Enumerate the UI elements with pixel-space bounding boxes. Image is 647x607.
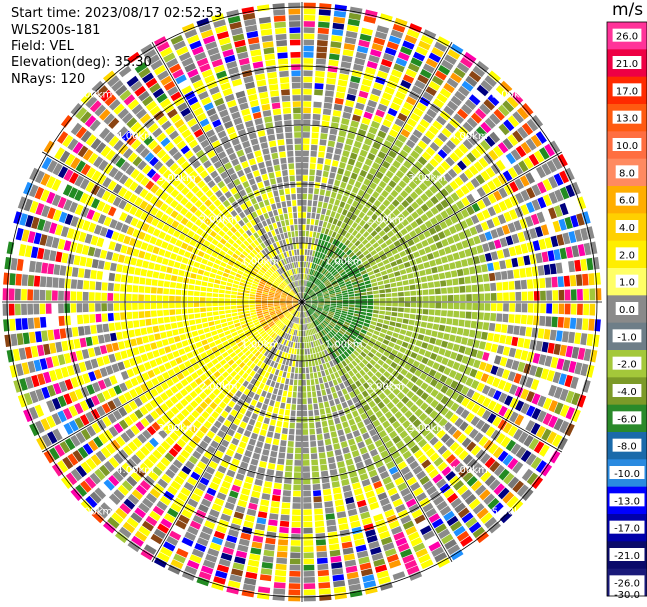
range-ring-label: 4.00km — [450, 465, 488, 476]
colorbar-tick-box — [612, 138, 642, 151]
range-ring-label: 3.00km — [408, 173, 446, 184]
azimuth-line — [301, 151, 563, 303]
range-ring-label: 4.00km — [450, 131, 488, 142]
range-ring-label: 4.00km — [116, 465, 154, 476]
colorbar-unit: m/s — [612, 0, 644, 20]
colorbar: 26.0 21.0 17.0 13.0 10.0 8.0 6.0 4.0 2.0 1.0 0.0 -1… — [606, 21, 647, 601]
velocity-bins — [9, 4, 601, 600]
range-ring-label: 1.00km — [325, 340, 363, 351]
range-ring-label: 1.00km — [325, 256, 363, 267]
azimuth-lines — [2, 2, 602, 602]
colorbar-tick-box — [612, 329, 642, 343]
colorbar-tick-label: 21.0 — [616, 59, 638, 70]
azimuth-line — [301, 301, 563, 453]
colorbar-tick-label: 6.0 — [619, 196, 635, 207]
colorbar-tick-box — [615, 220, 639, 233]
colorbar-tick-label: -6.0 — [617, 414, 637, 425]
colorbar-tick-label: -13.0 — [614, 496, 640, 507]
colorbar-tick-label: -1.0 — [617, 332, 637, 343]
range-ring-label: 1.00km — [241, 256, 279, 267]
range-ring-label: 3.00km — [158, 173, 196, 184]
colorbar-tick-label: -10.0 — [614, 469, 640, 480]
range-ring-label: 2.00km — [200, 215, 238, 226]
range-ring-label: 2.00km — [366, 381, 404, 392]
colorbar-tick-box — [609, 548, 645, 561]
azimuth-line — [301, 301, 453, 563]
colorbar-tick-box — [615, 302, 639, 315]
colorbar-tick-box — [612, 56, 642, 69]
instrument-label: WLS200s-181 — [11, 23, 101, 38]
colorbar-tick-box — [609, 587, 645, 600]
colorbar-tick-box — [612, 356, 642, 370]
colorbar-tick-box — [612, 83, 642, 97]
colorbar-tick-box — [615, 247, 639, 261]
start-time-label: Start time: 2023/08/17 02:52:53 — [11, 6, 223, 21]
range-ring-label: 3.00km — [408, 423, 446, 434]
colorbar-tick-label: -4.0 — [617, 387, 637, 398]
range-ring-label: 2.00km — [366, 215, 404, 226]
range-ring-label: 5.00km — [74, 507, 112, 518]
colorbar-tick-box — [612, 384, 642, 397]
colorbar-tick-label: -21.0 — [614, 551, 640, 562]
colorbar-tick-label: 2.0 — [619, 250, 635, 261]
field-label: Field: VEL — [11, 39, 74, 54]
azimuth-line — [41, 151, 303, 303]
azimuth-line — [151, 41, 303, 303]
nrays-label: NRays: 120 — [11, 72, 86, 87]
colorbar-tick-box — [612, 438, 642, 452]
elevation-label: Elevation(deg): 35.30 — [11, 55, 152, 70]
colorbar-tick-label: -17.0 — [614, 524, 640, 535]
colorbar-tick-box — [609, 493, 645, 507]
range-ring-label: 3.00km — [158, 423, 196, 434]
range-ring-label: 2.00km — [200, 381, 238, 392]
colorbar-tick-box — [612, 28, 642, 42]
colorbar-tick-label: -8.0 — [617, 442, 637, 453]
colorbar-tick-label: 0.0 — [619, 305, 635, 316]
colorbar-tick-label: 8.0 — [619, 168, 635, 179]
colorbar-tick-label: 26.0 — [616, 32, 638, 43]
colorbar-tick-label: -26.0 — [614, 578, 640, 589]
colorbar-tick-label: -2.0 — [617, 360, 637, 371]
colorbar-tick-box — [609, 520, 645, 534]
colorbar-tick-box — [609, 466, 645, 479]
colorbar-tick-label: 1.0 — [619, 278, 635, 289]
colorbar-frame — [606, 21, 647, 597]
colorbar-tick-box — [612, 411, 642, 425]
colorbar-tick-box — [615, 192, 639, 206]
range-ring-label: 5.00km — [492, 89, 530, 100]
colorbar-tick-box — [615, 274, 639, 288]
range-ring-labels: 1.00km 1.00km 1.00km 1.00km 2.00km 2.00km 2.00… — [74, 89, 529, 517]
colorbar-tick-box — [612, 110, 642, 124]
colorbar-tick-label: 10.0 — [616, 141, 638, 152]
range-ring-label: 4.00km — [116, 131, 154, 142]
range-ring-label: 5.00km — [74, 89, 112, 100]
colorbar-tick-label: -30.0 — [614, 590, 640, 601]
azimuth-line — [41, 301, 303, 453]
range-ring-label: 5.00km — [492, 507, 530, 518]
range-ring-label: 1.00km — [241, 340, 279, 351]
colorbar-tick-label: 13.0 — [616, 114, 638, 125]
azimuth-line — [151, 301, 303, 563]
colorbar-tick-label: 4.0 — [619, 223, 635, 234]
colorbar-tick-box — [609, 575, 645, 589]
colorbar-tick-box — [615, 165, 639, 179]
azimuth-line — [301, 41, 453, 303]
colorbar-tick-label: 17.0 — [616, 86, 638, 97]
